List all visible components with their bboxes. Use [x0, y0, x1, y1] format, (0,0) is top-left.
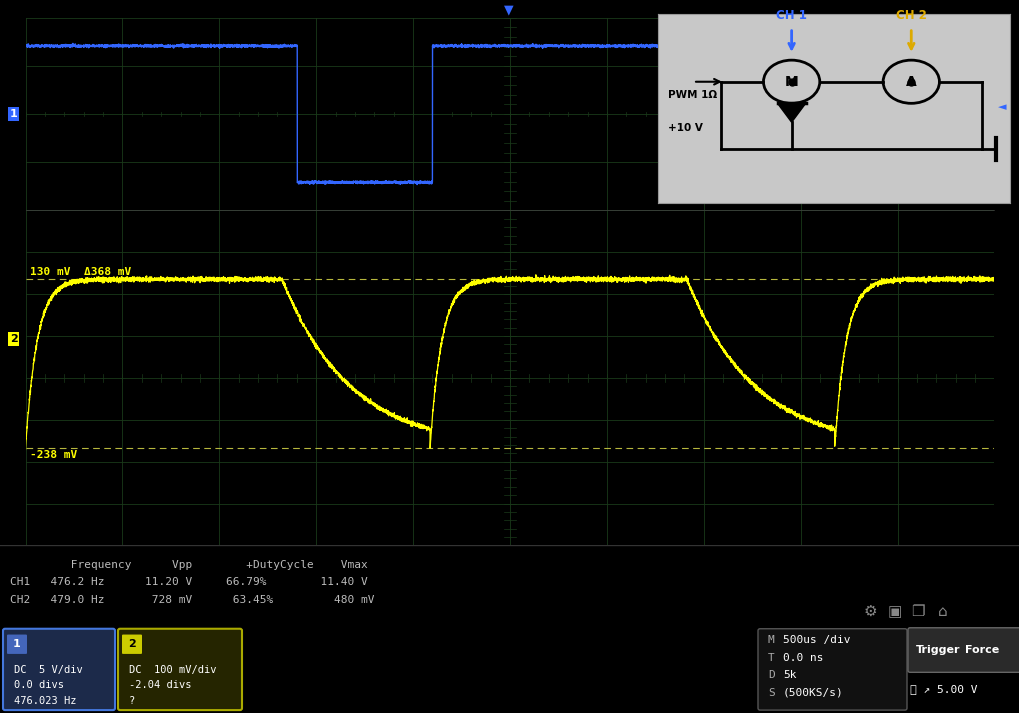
- Text: ▼: ▼: [503, 4, 513, 16]
- Text: -238 mV: -238 mV: [31, 451, 77, 461]
- Text: 1: 1: [13, 640, 20, 650]
- FancyBboxPatch shape: [7, 635, 26, 654]
- Text: M: M: [767, 635, 774, 645]
- Text: DC  100 mV/div: DC 100 mV/div: [128, 665, 216, 674]
- Text: CH 2: CH 2: [895, 9, 926, 22]
- Polygon shape: [776, 103, 805, 122]
- Text: 130 mV  Δ368 mV: 130 mV Δ368 mV: [31, 267, 131, 277]
- Text: 2: 2: [10, 334, 17, 344]
- Text: Frequency      Vpp        +DutyCycle    Vmax: Frequency Vpp +DutyCycle Vmax: [10, 560, 368, 570]
- Text: (500KS/s): (500KS/s): [783, 687, 843, 697]
- Text: ⌂: ⌂: [937, 604, 947, 619]
- Text: 500us /div: 500us /div: [783, 635, 850, 645]
- Text: 0.0 divs: 0.0 divs: [14, 680, 64, 690]
- FancyBboxPatch shape: [907, 627, 1019, 672]
- Text: ① ↗ 5.00 V: ① ↗ 5.00 V: [909, 684, 976, 694]
- Text: A: A: [905, 75, 916, 88]
- FancyBboxPatch shape: [757, 629, 906, 710]
- Text: ⚙: ⚙: [862, 604, 876, 619]
- Text: 476.023 Hz: 476.023 Hz: [14, 696, 76, 706]
- Text: ?: ?: [128, 696, 136, 706]
- Text: CH2   479.0 Hz       728 mV      63.45%         480 mV: CH2 479.0 Hz 728 mV 63.45% 480 mV: [10, 595, 374, 605]
- Text: 2: 2: [128, 640, 136, 650]
- Text: -2.04 divs: -2.04 divs: [128, 680, 192, 690]
- Text: ▣: ▣: [887, 604, 901, 619]
- FancyBboxPatch shape: [3, 629, 115, 710]
- FancyBboxPatch shape: [118, 629, 242, 710]
- FancyBboxPatch shape: [122, 635, 142, 654]
- Text: T: T: [767, 652, 774, 662]
- Text: CH1   476.2 Hz      11.20 V     66.79%        11.40 V: CH1 476.2 Hz 11.20 V 66.79% 11.40 V: [10, 578, 368, 588]
- Text: ◄: ◄: [997, 102, 1005, 112]
- Text: Trigger: Trigger: [915, 645, 960, 655]
- Text: 1: 1: [10, 109, 17, 119]
- Text: S: S: [767, 687, 774, 697]
- Text: 0.0 ns: 0.0 ns: [783, 652, 822, 662]
- Text: PWM 1Ω: PWM 1Ω: [667, 91, 717, 101]
- Text: M: M: [784, 75, 798, 88]
- Text: CH 1: CH 1: [775, 9, 806, 22]
- Text: +10 V: +10 V: [667, 123, 703, 133]
- Text: D: D: [767, 670, 774, 680]
- Text: 5k: 5k: [783, 670, 796, 680]
- Text: Force: Force: [964, 645, 999, 655]
- Text: ❐: ❐: [910, 604, 924, 619]
- Text: DC  5 V/div: DC 5 V/div: [14, 665, 83, 674]
